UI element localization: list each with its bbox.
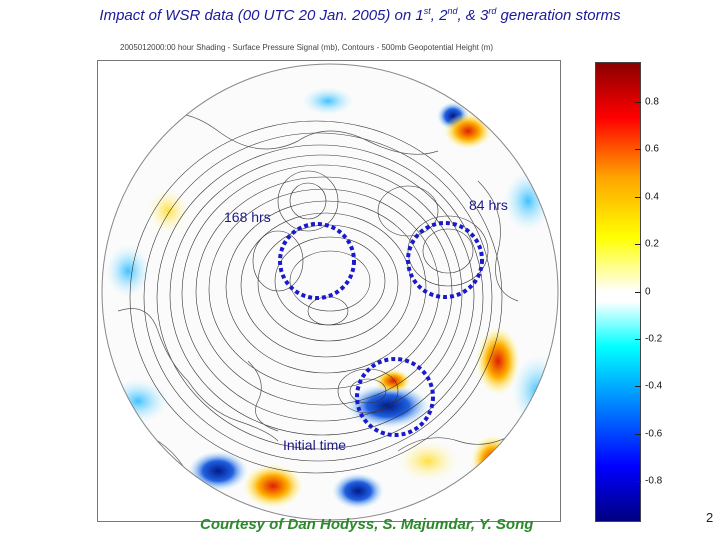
title-sup-1: st [423,6,431,16]
colorbar-tick-label: 0 [645,286,651,298]
title-text-2: , 2 [430,7,448,24]
map-subtitle: 2005012000:00 hour Shading - Surface Pre… [120,43,494,52]
title-sup-2: nd [447,6,458,16]
credit-text: Courtesy of Dan Hodyss, S. Majumdar, Y. … [200,516,534,533]
title-sup-3: rd [488,6,497,16]
colorbar-tick-label: 0.8 [645,96,659,108]
storm-circle-168hrs [278,222,356,300]
storm-circle-initial [355,357,435,437]
colorbar-tick-label: 0.6 [645,143,659,155]
colorbar-tick-label: -0.6 [645,428,663,440]
colorbar-tick-label: -0.2 [645,333,663,345]
title-text-3: , & 3 [457,7,489,24]
colorbar-tick-label: -0.4 [645,380,663,392]
polar-map-panel [97,60,561,522]
title-text-4: generation storms [496,7,621,24]
colorbar-tick-label: 0.2 [645,238,659,250]
polar-map [101,63,559,521]
colorbar-tick-mark [635,339,641,340]
slide-title: Impact of WSR data (00 UTC 20 Jan. 2005)… [0,6,720,24]
label-168-hrs: 168 hrs [224,209,271,225]
colorbar-tick-mark [635,291,641,293]
map-disc [102,64,558,520]
colorbar-tick-mark [635,244,641,246]
page-number: 2 [706,510,714,525]
colorbar-tick-mark [635,196,641,198]
colorbar-tick-label: 0.4 [645,191,659,203]
title-text-1: Impact of WSR data (00 UTC 20 Jan. 2005)… [99,7,424,24]
label-initial-time: Initial time [283,437,347,453]
coastlines [117,112,549,502]
colorbar [595,62,641,522]
colorbar-tick-label: -0.8 [645,475,663,487]
colorbar-tick-mark [635,433,641,435]
label-84-hrs: 84 hrs [469,197,508,213]
colorbar-tick-mark [635,102,641,103]
colorbar-tick-mark [635,149,641,151]
storm-circle-84hrs [406,221,484,299]
colorbar-tick-mark [635,386,641,388]
colorbar-tick-mark [635,481,641,483]
